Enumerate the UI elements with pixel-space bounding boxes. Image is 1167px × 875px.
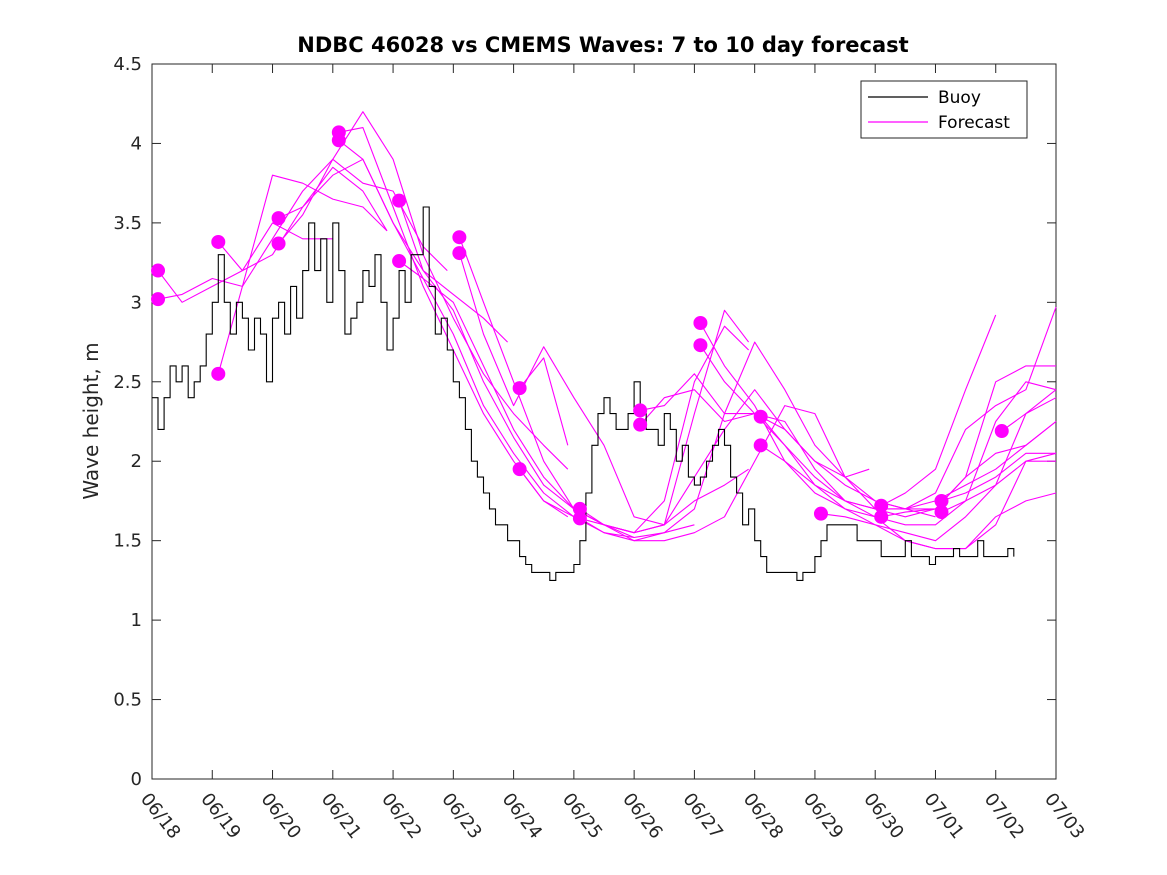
chart-title: NDBC 46028 vs CMEMS Waves: 7 to 10 day f… — [297, 33, 908, 57]
forecast-marker — [693, 338, 708, 353]
forecast-marker — [813, 506, 828, 521]
forecast-line — [458, 252, 749, 526]
forecast-line — [519, 357, 569, 446]
forecast-line — [579, 341, 1056, 542]
forecast-line — [941, 460, 1056, 513]
forecast-marker — [874, 509, 889, 524]
forecast-marker — [633, 403, 648, 418]
y-tick-label: 3.5 — [113, 213, 142, 234]
forecast-marker — [693, 315, 708, 330]
y-tick-label: 1 — [131, 610, 142, 631]
forecast-marker — [392, 254, 407, 269]
forecast-marker — [271, 236, 286, 251]
forecast-line — [1001, 397, 1057, 432]
forecast-marker — [633, 417, 648, 432]
forecast-marker — [512, 381, 527, 396]
axes-box — [151, 63, 1057, 780]
y-tick-label: 3 — [131, 292, 142, 313]
forecast-marker — [452, 246, 467, 261]
forecast-line — [398, 200, 695, 539]
buoy-line — [152, 206, 1015, 581]
forecast-marker — [271, 211, 286, 226]
y-tick-label: 2 — [131, 451, 142, 472]
legend-box — [860, 80, 1028, 139]
forecast-marker — [753, 438, 768, 453]
forecast-marker — [211, 234, 226, 249]
y-tick-label: 1.5 — [113, 531, 142, 552]
forecast-marker — [452, 230, 467, 245]
legend-buoy-label: Buoy — [938, 88, 981, 108]
y-tick-label: 2.5 — [113, 372, 142, 393]
forecast-marker — [151, 292, 166, 307]
forecast-marker — [753, 409, 768, 424]
y-tick-label: 0.5 — [113, 690, 142, 711]
legend: Buoy Forecast — [860, 80, 1028, 139]
forecast-line — [941, 452, 1056, 502]
plot-area: 00.511.522.533.544.506/18 06/19 06/20 06/21… — [113, 54, 1088, 843]
forecast-marker — [151, 263, 166, 278]
forecast-marker — [211, 366, 226, 381]
forecast-marker — [994, 424, 1009, 439]
forecast-line — [880, 314, 997, 507]
forecast-marker — [512, 462, 527, 477]
y-axis-label: Wave height, m — [79, 342, 103, 499]
forecast-line — [157, 174, 388, 300]
y-tick-label: 4 — [131, 133, 142, 154]
forecast-line — [881, 421, 1057, 518]
forecast-marker — [934, 505, 949, 520]
y-tick-label: 0 — [131, 769, 142, 790]
legend-forecast-label: Forecast — [938, 113, 1010, 133]
y-tick-label: 4.5 — [113, 54, 142, 75]
forecast-line — [820, 389, 1057, 542]
forecast-marker — [331, 133, 346, 148]
forecast-line — [760, 306, 1057, 510]
forecast-marker — [572, 511, 587, 526]
forecast-marker — [392, 193, 407, 208]
